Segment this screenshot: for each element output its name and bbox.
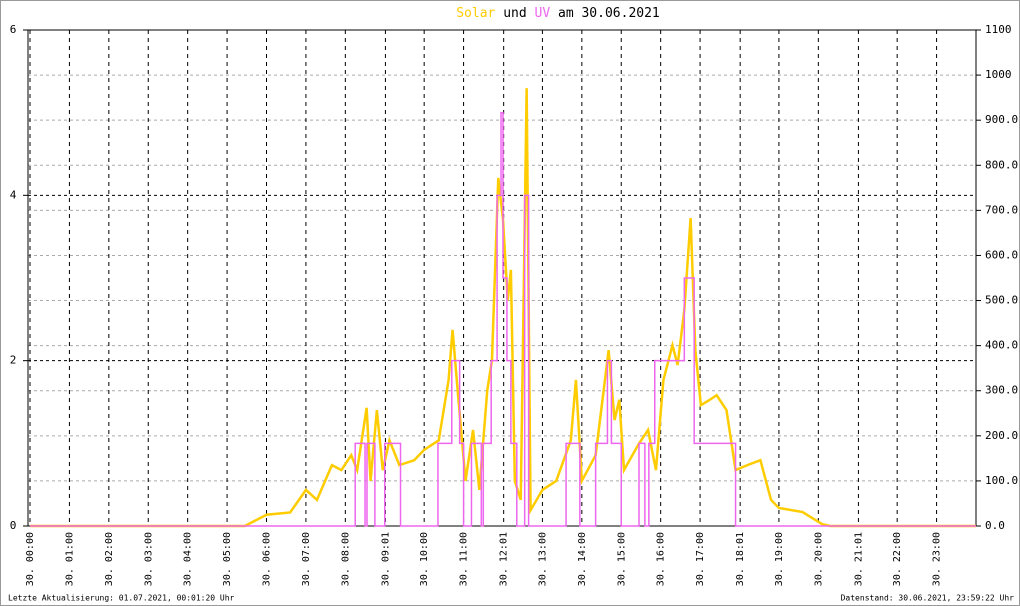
y2-tick-label: 900.0: [985, 113, 1018, 126]
y2-tick-label: 700.0: [985, 203, 1018, 216]
x-tick-label: 30. 07:00: [301, 532, 312, 586]
title-solar: Solar: [456, 6, 495, 21]
series-line: [30, 111, 976, 527]
footer-right: Datenstand: 30.06.2021, 23:59:22 Uhr: [841, 594, 1015, 603]
x-tick-label: 30. 10:00: [419, 532, 430, 586]
y2-tick-label: 800.0: [985, 158, 1018, 171]
y-tick-label: 6: [10, 23, 17, 36]
y-tick-label: 2: [10, 354, 17, 367]
y2-tick-label: 400.0: [985, 339, 1018, 352]
x-tick-label: 30. 15:00: [616, 532, 627, 586]
x-tick-label: 30. 17:00: [695, 532, 706, 586]
title-joiner: und: [503, 6, 526, 21]
y2-tick-label: 1100: [985, 23, 1012, 36]
footer-left: Letzte Aktualisierung: 01.07.2021, 00:01…: [8, 594, 235, 603]
x-tick-label: 30. 06:00: [262, 532, 273, 586]
x-tick-label: 30. 11:00: [459, 532, 470, 586]
chart-title: Solar und UV am 30.06.2021: [456, 6, 660, 21]
x-tick-label: 30. 01:00: [64, 532, 75, 586]
x-tick-label: 30. 20:00: [813, 532, 824, 586]
y2-tick-label: 500.0: [985, 294, 1018, 307]
y2-tick-label: 1000: [985, 68, 1012, 81]
x-tick-label: 30. 02:00: [104, 532, 115, 586]
x-tick-label: 30. 00:00: [25, 532, 36, 586]
title-suffix: am 30.06.2021: [558, 6, 660, 21]
title-uv: UV: [535, 6, 551, 21]
y2-tick-label: 300.0: [985, 384, 1018, 397]
x-tick-label: 30. 23:00: [932, 532, 943, 586]
y2-tick-label: 0.0: [985, 519, 1005, 532]
x-tick-label: 30. 14:00: [577, 532, 588, 586]
plot-border: [27, 29, 977, 527]
x-tick-label: 30. 04:00: [183, 532, 194, 586]
x-tick-label: 30. 12:01: [499, 532, 510, 586]
x-tick-label: 30. 13:00: [537, 532, 548, 586]
x-tick-label: 30. 16:00: [656, 532, 667, 586]
series-line: [30, 88, 976, 528]
x-tick-label: 30. 08:00: [340, 532, 351, 586]
x-tick-label: 30. 09:01: [380, 532, 391, 586]
x-tick-label: 30. 22:00: [892, 532, 903, 586]
x-tick-label: 30. 19:00: [774, 532, 785, 586]
x-tick-label: 30. 18:01: [735, 532, 746, 586]
y-tick-label: 0: [10, 519, 17, 532]
y-tick-label: 4: [10, 188, 17, 201]
y2-tick-label: 100.0: [985, 474, 1018, 487]
x-tick-label: 30. 05:00: [222, 532, 233, 586]
x-tick-label: 30. 03:00: [143, 532, 154, 586]
y2-tick-label: 600.0: [985, 248, 1018, 261]
y2-tick-label: 200.0: [985, 429, 1018, 442]
x-tick-label: 30. 21:01: [853, 532, 864, 586]
